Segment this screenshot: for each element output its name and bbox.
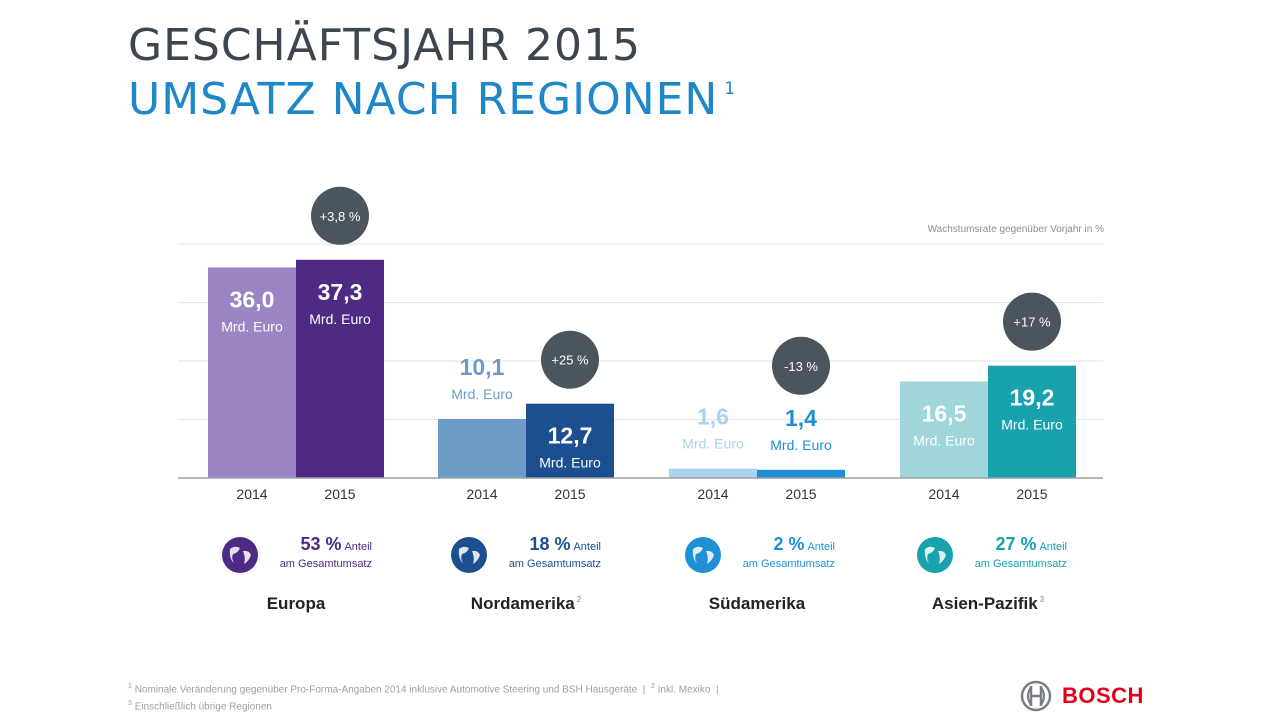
bar-value-label: 16,5 — [922, 400, 967, 426]
share-word: Anteil — [1039, 541, 1067, 553]
region-name: Nordamerika 2 — [416, 594, 636, 614]
bar-value-label: 19,2 — [1010, 385, 1055, 411]
bar-value-label: 12,7 — [548, 423, 593, 449]
footnote-text-2: Inkl. Mexiko — [657, 684, 711, 696]
region-name-text: Asien-Pazifik — [931, 594, 1038, 613]
axis-note: Wachstumsrate gegenüber Vorjahr in % — [927, 224, 1104, 235]
growth-label: +3,8 % — [320, 209, 361, 224]
footnote-text-1: Nominale Veränderung gegenüber Pro-Forma… — [134, 684, 638, 696]
bar-unit-label: Mrd. Euro — [913, 432, 975, 448]
bar-2015-nordamerika — [526, 403, 614, 478]
x-tick-label: 2015 — [554, 486, 585, 502]
x-tick-label: 2015 — [1016, 486, 1047, 502]
bar-unit-label: Mrd. Euro — [682, 436, 744, 452]
subtitle-text: UMSATZ NACH REGIONEN — [128, 74, 719, 125]
bar-2014-südamerika — [669, 468, 757, 478]
region-name: Südamerika — [647, 594, 867, 614]
bosch-wordmark: BOSCH — [1062, 683, 1144, 708]
x-tick-label: 2015 — [324, 486, 355, 502]
bar-2014-nordamerika — [438, 418, 526, 478]
share-word: Anteil — [573, 541, 601, 553]
page-title: GESCHÄFTSJAHR 2015 — [128, 20, 641, 71]
growth-bubble — [772, 336, 830, 395]
x-tick-label: 2014 — [928, 486, 959, 502]
region-name: Europa — [186, 594, 406, 614]
globe-asia-icon — [917, 537, 953, 573]
share-percentage: 2 % — [773, 534, 805, 554]
share-percentage: 18 % — [529, 534, 571, 554]
bar-unit-label: Mrd. Euro — [539, 455, 601, 471]
bar-value-label: 1,6 — [697, 404, 729, 430]
bar-2014-asien-pazifik — [900, 381, 988, 478]
growth-bubble — [311, 186, 369, 245]
bar-2015-südamerika — [757, 469, 845, 478]
bar-unit-label: Mrd. Euro — [1001, 417, 1063, 433]
share-subtext: am Gesamtumsatz — [974, 558, 1067, 570]
share-line: 27 % Anteil — [917, 534, 1067, 555]
footnote-mark-3: 3 — [128, 700, 132, 708]
footnote-text-3: Einschließlich übrige Regionen — [134, 701, 272, 713]
bar-value-label: 37,3 — [318, 279, 363, 305]
globe-north-america-icon — [451, 537, 487, 573]
x-tick-label: 2014 — [236, 486, 267, 502]
bar-value-label: 1,4 — [785, 405, 817, 431]
share-subtext: am Gesamtumsatz — [508, 558, 601, 570]
footnote-separator: | — [642, 684, 646, 696]
bar-unit-label: Mrd. Euro — [309, 311, 371, 327]
share-word: Anteil — [344, 541, 372, 553]
growth-label: +17 % — [1013, 315, 1051, 330]
share-subtext: am Gesamtumsatz — [742, 558, 835, 570]
x-tick-label: 2015 — [785, 486, 816, 502]
share-subtext: am Gesamtumsatz — [279, 558, 372, 570]
bar-2015-europa — [296, 259, 384, 478]
bar-unit-label: Mrd. Euro — [451, 386, 513, 402]
share-word: Anteil — [807, 541, 835, 553]
bosch-logo: BOSCH — [1020, 680, 1144, 712]
globe-europe-icon — [222, 537, 258, 573]
share-percentage: 27 % — [995, 534, 1037, 554]
region-name-text: Südamerika — [708, 594, 806, 613]
footnote-mark-2: 2 — [650, 683, 655, 690]
footnote-separator-2: | — [716, 684, 719, 696]
bar-2015-asien-pazifik — [988, 365, 1076, 478]
bar-2014-europa — [208, 267, 296, 478]
bar-value-label: 10,1 — [460, 354, 505, 380]
globe-south-america-icon — [685, 537, 721, 573]
footnote-mark-1: 1 — [128, 683, 132, 690]
region-name: Asien-Pazifik 3 — [878, 594, 1098, 614]
growth-bubble — [541, 330, 599, 389]
share-line: 2 % Anteil — [685, 534, 835, 555]
share-line: 53 % Anteil — [222, 534, 372, 555]
bar-unit-label: Mrd. Euro — [221, 318, 283, 334]
bar-unit-label: Mrd. Euro — [770, 437, 832, 453]
x-tick-label: 2014 — [697, 486, 728, 502]
region-name-text: Nordamerika — [470, 594, 575, 613]
region-footnote-mark: 2 — [576, 595, 582, 605]
share-percentage: 53 % — [300, 534, 342, 554]
growth-label: -13 % — [784, 359, 818, 374]
title-footnote-mark: 1 — [724, 79, 737, 100]
region-name-text: Europa — [266, 594, 326, 613]
share-line: 18 % Anteil — [451, 534, 601, 555]
footnote: 1 Nominale Veränderung gegenüber Pro-For… — [128, 680, 948, 715]
region-footnote-mark: 3 — [1039, 595, 1045, 605]
x-tick-label: 2014 — [466, 486, 497, 502]
page-subtitle: UMSATZ NACH REGIONEN 1 — [128, 74, 736, 125]
bosch-armature-logo-icon — [1020, 680, 1052, 712]
bar-value-label: 36,0 — [230, 286, 275, 312]
growth-bubble — [1003, 292, 1061, 351]
growth-label: +25 % — [551, 353, 589, 368]
